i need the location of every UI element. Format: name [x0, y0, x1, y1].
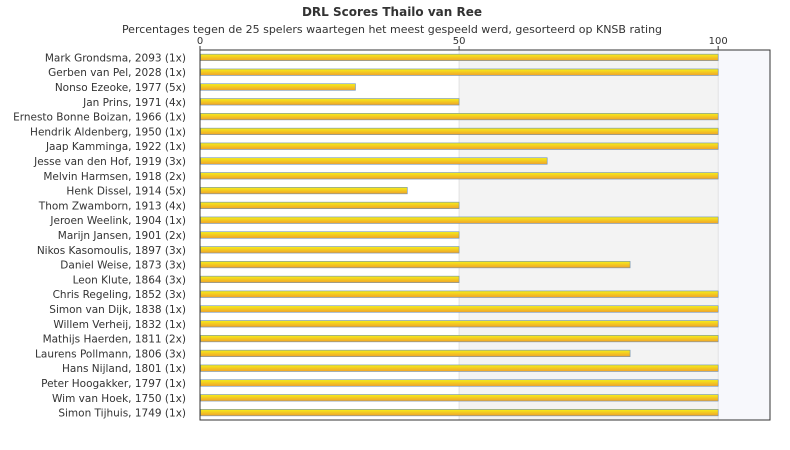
bar	[200, 187, 408, 195]
category-label: Hendrik Aldenberg, 1950 (1x)	[30, 126, 186, 138]
bar	[200, 113, 719, 121]
bar	[200, 216, 719, 224]
category-label: Simon van Dijk, 1838 (1x)	[49, 304, 186, 316]
category-label: Nikos Kasomoulis, 1897 (3x)	[37, 245, 186, 257]
band-100-plus	[718, 50, 770, 420]
bar	[200, 379, 719, 387]
category-label: Nonso Ezeoke, 1977 (5x)	[55, 82, 186, 94]
category-label: Jeroen Weelink, 1904 (1x)	[49, 215, 186, 227]
bar	[200, 364, 719, 372]
bar	[200, 142, 719, 150]
category-label: Chris Regeling, 1852 (3x)	[53, 289, 186, 301]
bar	[200, 231, 460, 239]
bar	[200, 68, 719, 76]
category-label: Marijn Jansen, 1901 (2x)	[58, 230, 186, 242]
category-label: Mathijs Haerden, 1811 (2x)	[43, 334, 186, 346]
category-label: Leon Klute, 1864 (3x)	[73, 274, 186, 286]
bar	[200, 83, 356, 91]
category-label: Jesse van den Hof, 1919 (3x)	[33, 156, 186, 168]
category-label: Laurens Pollmann, 1806 (3x)	[35, 348, 186, 360]
category-label: Henk Dissel, 1914 (5x)	[66, 186, 186, 198]
category-label: Jaap Kamminga, 1922 (1x)	[45, 141, 186, 153]
x-axis-ticks: 0 50 100	[197, 36, 728, 50]
category-labels: Mark Grondsma, 2093 (1x) Gerben van Pel, …	[13, 52, 186, 419]
bar	[200, 246, 460, 254]
category-label: Willem Verheij, 1832 (1x)	[53, 319, 186, 331]
tick-label: 0	[197, 36, 203, 47]
category-label: Wim van Hoek, 1750 (1x)	[52, 393, 186, 405]
category-label: Jan Prins, 1971 (4x)	[82, 97, 186, 109]
chart-subtitle: Percentages tegen de 25 spelers waartege…	[122, 23, 662, 36]
category-label: Hans Nijland, 1801 (1x)	[62, 363, 186, 375]
bar	[200, 335, 719, 343]
tick-label: 100	[709, 36, 728, 47]
chart-title: DRL Scores Thailo van Ree	[302, 5, 482, 19]
category-label: Simon Tijhuis, 1749 (1x)	[58, 408, 186, 420]
category-label: Mark Grondsma, 2093 (1x)	[45, 52, 186, 64]
band-50-100	[459, 50, 719, 420]
bars	[200, 53, 719, 417]
plot-frame	[199, 49, 771, 421]
bar	[200, 98, 460, 106]
bar	[200, 320, 719, 328]
bar	[200, 201, 460, 209]
category-label: Thom Zwamborn, 1913 (4x)	[38, 200, 186, 212]
tick-label: 50	[453, 36, 466, 47]
bar	[200, 172, 719, 180]
category-label: Ernesto Bonne Boizan, 1966 (1x)	[13, 112, 186, 124]
bar	[200, 275, 460, 283]
bar	[200, 305, 719, 313]
bar	[200, 127, 719, 135]
bar	[200, 349, 631, 357]
category-label: Peter Hoogakker, 1797 (1x)	[41, 378, 186, 390]
bar	[200, 157, 548, 165]
bar	[200, 409, 719, 417]
category-label: Gerben van Pel, 2028 (1x)	[48, 67, 186, 79]
category-label: Daniel Weise, 1873 (3x)	[60, 260, 186, 272]
bar	[200, 394, 719, 402]
bar	[200, 53, 719, 61]
bar	[200, 290, 719, 298]
category-label: Melvin Harmsen, 1918 (2x)	[43, 171, 186, 183]
bar	[200, 261, 631, 269]
